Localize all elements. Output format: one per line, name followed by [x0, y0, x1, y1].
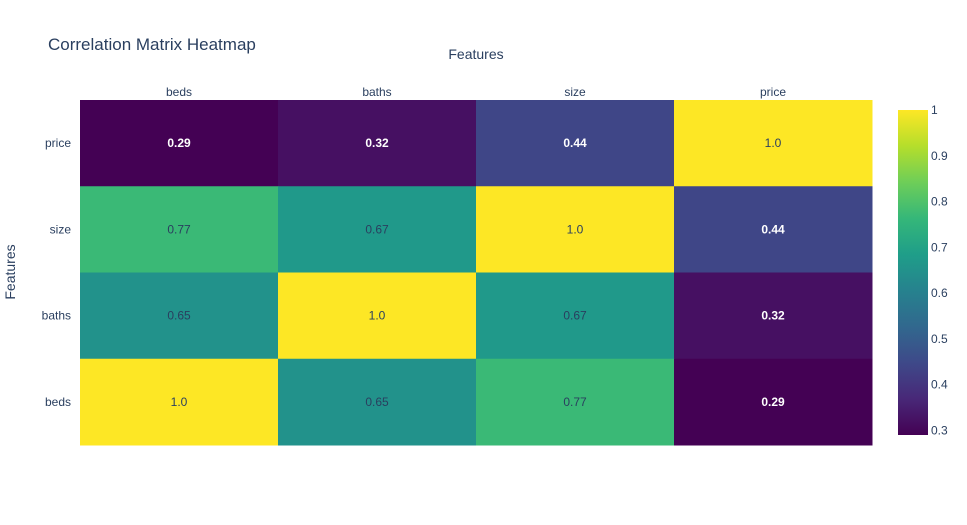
- heatmap-cell-baths-beds: [80, 272, 279, 360]
- heatmap-cell-price-beds: [80, 100, 279, 187]
- heatmap-cell-label: 0.65: [167, 309, 191, 323]
- y-tick-label-beds: beds: [45, 395, 71, 409]
- colorbar-tick-label: 0.7: [931, 240, 948, 254]
- heatmap-cell-label: 0.67: [365, 222, 389, 236]
- heatmap-cell-beds-baths: [278, 358, 477, 446]
- heatmap-cell-label: 1.0: [171, 395, 188, 409]
- y-tick-label-size: size: [50, 222, 72, 236]
- heatmap-cell-label: 1.0: [369, 309, 386, 323]
- heatmap-cell-label: 0.29: [167, 136, 191, 150]
- chart-title: Correlation Matrix Heatmap: [48, 35, 256, 54]
- heatmap-cell-size-baths: [278, 186, 477, 273]
- heatmap-cell-baths-size: [476, 272, 675, 360]
- colorbar-tick-label: 0.3: [931, 423, 948, 437]
- heatmap-cell-label: 0.77: [167, 222, 191, 236]
- heatmap-cell-baths-price: [674, 272, 873, 360]
- heatmap-cell-price-baths: [278, 100, 477, 187]
- heatmap-cell-label: 0.32: [761, 309, 785, 323]
- x-tick-label-beds: beds: [166, 85, 192, 99]
- heatmap-cell-beds-price: [674, 358, 873, 446]
- heatmap-cell-baths-baths: [278, 272, 477, 360]
- colorbar-gradient: [898, 110, 928, 435]
- heatmap-cell-label: 1.0: [765, 136, 782, 150]
- heatmap-cell-label: 1.0: [567, 222, 584, 236]
- y-axis-ticks: price size baths beds: [42, 136, 72, 409]
- heatmap-cell-size-price: [674, 186, 873, 273]
- heatmap-cell-label: 0.44: [761, 222, 785, 236]
- heatmap-cells: 0.29 0.32 0.44 1.0 0.77 0.67 1.0 0.44 0.65 1.0 0.6…: [80, 100, 873, 446]
- heatmap-cell-beds-size: [476, 358, 675, 446]
- colorbar-tick-label: 0.9: [931, 149, 948, 163]
- heatmap-cell-label: 0.29: [761, 395, 785, 409]
- colorbar-tick-label: 1: [931, 103, 938, 117]
- colorbar-tick-label: 0.5: [931, 332, 948, 346]
- heatmap-cell-size-size: [476, 186, 675, 273]
- x-tick-label-size: size: [564, 85, 586, 99]
- y-axis-title: Features: [2, 244, 18, 299]
- heatmap-cell-label: 0.32: [365, 136, 389, 150]
- heatmap-cell-label: 0.44: [563, 136, 587, 150]
- heatmap-cell-label: 0.65: [365, 395, 389, 409]
- x-tick-label-baths: baths: [362, 85, 391, 99]
- heatmap-cell-beds-beds: [80, 358, 279, 446]
- colorbar-tick-label: 0.6: [931, 286, 948, 300]
- colorbar: 0.3 0.4 0.5 0.6 0.7 0.8 0.9 1: [898, 103, 948, 437]
- heatmap-cell-price-price: [674, 100, 873, 187]
- colorbar-tick-label: 0.4: [931, 378, 948, 392]
- heatmap-cell-size-beds: [80, 186, 279, 273]
- x-tick-label-price: price: [760, 85, 786, 99]
- x-axis-title: Features: [448, 46, 503, 62]
- x-axis-ticks: beds baths size price: [166, 85, 786, 99]
- y-tick-label-baths: baths: [42, 309, 71, 323]
- y-tick-label-price: price: [45, 136, 71, 150]
- heatmap-cell-label: 0.67: [563, 309, 587, 323]
- heatmap-cell-price-size: [476, 100, 675, 187]
- heatmap-cell-label: 0.77: [563, 395, 587, 409]
- colorbar-tick-label: 0.8: [931, 195, 948, 209]
